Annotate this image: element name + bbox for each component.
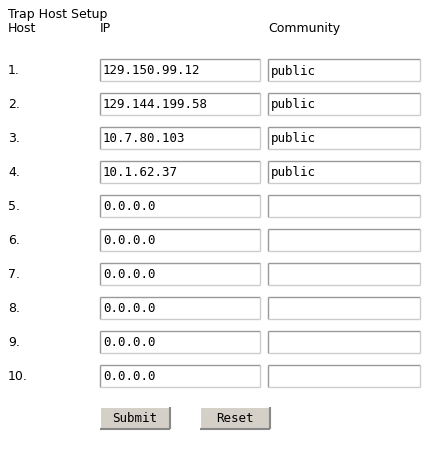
Bar <box>100 196 260 217</box>
Text: 1.: 1. <box>8 64 20 77</box>
Text: 129.144.199.58: 129.144.199.58 <box>103 98 208 111</box>
Text: 4.: 4. <box>8 166 20 179</box>
Bar <box>100 229 260 252</box>
Text: 10.: 10. <box>8 369 28 383</box>
Text: 8.: 8. <box>8 302 20 315</box>
Text: 5.: 5. <box>8 200 20 213</box>
Text: 129.150.99.12: 129.150.99.12 <box>103 64 200 77</box>
Text: 10.7.80.103: 10.7.80.103 <box>103 132 185 145</box>
Bar <box>100 60 260 82</box>
Text: 2.: 2. <box>8 98 20 111</box>
Bar <box>268 365 420 387</box>
Text: Trap Host Setup: Trap Host Setup <box>8 8 107 21</box>
Bar <box>268 229 420 252</box>
Text: Community: Community <box>268 22 340 35</box>
Text: 0.0.0.0: 0.0.0.0 <box>103 200 155 213</box>
Bar <box>100 298 260 319</box>
Text: Submit: Submit <box>113 412 158 425</box>
Bar <box>268 331 420 353</box>
Bar <box>100 331 260 353</box>
Text: 0.0.0.0: 0.0.0.0 <box>103 369 155 383</box>
Text: IP: IP <box>100 22 111 35</box>
Bar <box>268 196 420 217</box>
Text: Reset: Reset <box>216 412 254 425</box>
Text: public: public <box>271 132 316 145</box>
Text: 0.0.0.0: 0.0.0.0 <box>103 302 155 315</box>
Bar <box>100 162 260 184</box>
Bar <box>268 162 420 184</box>
Bar <box>200 407 270 429</box>
Bar <box>268 60 420 82</box>
Text: 9.: 9. <box>8 336 20 349</box>
Text: Host: Host <box>8 22 36 35</box>
Text: public: public <box>271 98 316 111</box>
Bar <box>100 94 260 116</box>
Text: public: public <box>271 64 316 77</box>
Text: 0.0.0.0: 0.0.0.0 <box>103 336 155 349</box>
Text: 3.: 3. <box>8 132 20 145</box>
Bar <box>268 263 420 285</box>
Text: 0.0.0.0: 0.0.0.0 <box>103 234 155 247</box>
Text: 10.1.62.37: 10.1.62.37 <box>103 166 178 179</box>
Bar <box>100 263 260 285</box>
Bar <box>268 128 420 150</box>
Bar <box>100 407 170 429</box>
Text: 6.: 6. <box>8 234 20 247</box>
Bar <box>100 365 260 387</box>
Text: 7.: 7. <box>8 268 20 281</box>
Text: public: public <box>271 166 316 179</box>
Bar <box>268 298 420 319</box>
Text: 0.0.0.0: 0.0.0.0 <box>103 268 155 281</box>
Bar <box>100 128 260 150</box>
Bar <box>268 94 420 116</box>
